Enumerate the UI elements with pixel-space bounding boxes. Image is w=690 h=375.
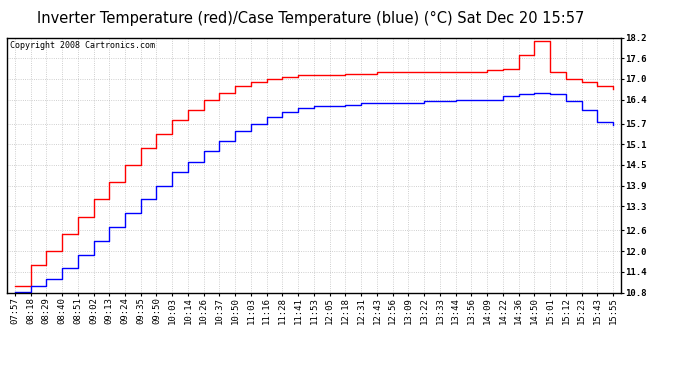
Text: Copyright 2008 Cartronics.com: Copyright 2008 Cartronics.com bbox=[10, 41, 155, 50]
Text: Inverter Temperature (red)/Case Temperature (blue) (°C) Sat Dec 20 15:57: Inverter Temperature (red)/Case Temperat… bbox=[37, 11, 584, 26]
